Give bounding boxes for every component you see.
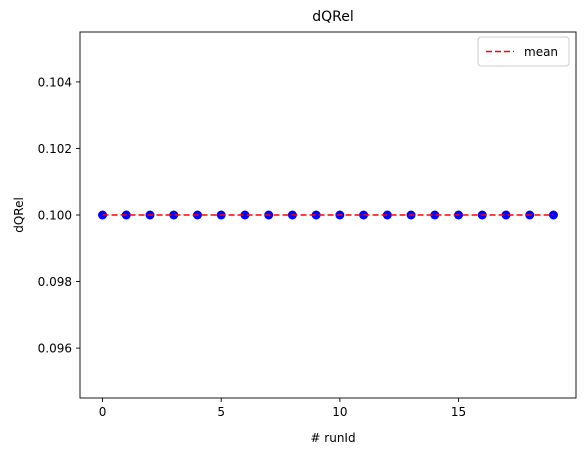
plot-area: 0 5 10 15 0.096 0.098 0.100 0.102 0.104 mean [38,31,577,419]
data-point [169,210,179,220]
x-tick-label: 5 [217,405,225,419]
y-tick-label: 0.096 [38,342,72,356]
y-tick-label: 0.100 [38,209,72,223]
legend-box [477,36,570,67]
data-point [501,210,511,220]
x-tick-label: 0 [99,405,107,419]
y-axis-label: dQRel [12,197,26,233]
data-point [240,210,250,220]
x-tick-label: 15 [451,405,466,419]
data-point [311,210,321,220]
y-tick-label: 0.102 [38,142,72,156]
y-tick-label: 0.104 [38,75,72,89]
data-point [430,210,440,220]
y-tick-label: 0.098 [38,275,72,289]
x-axis-label: # runId [310,431,355,445]
legend-mean-label: mean [524,45,558,59]
chart-title: dQRel [312,9,354,25]
x-tick-label: 10 [332,405,347,419]
